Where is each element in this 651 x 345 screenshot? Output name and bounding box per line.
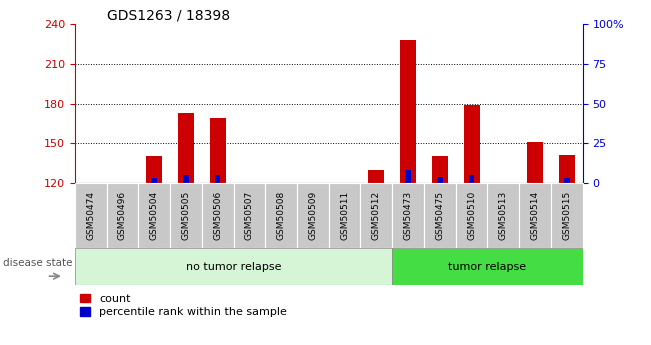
Text: GSM50509: GSM50509 [309, 191, 318, 240]
Bar [519, 183, 551, 248]
Bar [464, 105, 480, 183]
Text: GSM50507: GSM50507 [245, 191, 254, 240]
Text: GSM50512: GSM50512 [372, 191, 381, 240]
Bar [183, 175, 189, 183]
Bar [329, 183, 361, 248]
Text: GSM50506: GSM50506 [213, 191, 222, 240]
Text: GSM50475: GSM50475 [436, 191, 445, 240]
Bar [266, 183, 297, 248]
Bar [368, 170, 384, 183]
Text: GSM50504: GSM50504 [150, 191, 159, 240]
Bar [297, 183, 329, 248]
Bar [215, 175, 221, 183]
Bar [107, 183, 138, 248]
Bar [139, 183, 170, 248]
Text: GSM50510: GSM50510 [467, 191, 476, 240]
Bar [527, 142, 543, 183]
Bar [178, 113, 194, 183]
Bar [75, 248, 392, 285]
Text: GDS1263 / 18398: GDS1263 / 18398 [107, 8, 230, 22]
Legend: count, percentile rank within the sample: count, percentile rank within the sample [81, 294, 287, 317]
Bar [400, 40, 416, 183]
Bar [392, 183, 424, 248]
Bar [152, 178, 157, 183]
Bar [424, 183, 456, 248]
Text: GSM50511: GSM50511 [340, 191, 349, 240]
Text: GSM50514: GSM50514 [531, 191, 540, 240]
Text: GSM50496: GSM50496 [118, 191, 127, 240]
Text: GSM50513: GSM50513 [499, 191, 508, 240]
Bar [392, 248, 583, 285]
Bar [551, 183, 583, 248]
Bar [202, 183, 234, 248]
Bar [75, 183, 107, 248]
Bar [146, 156, 162, 183]
Text: no tumor relapse: no tumor relapse [186, 262, 281, 272]
Text: tumor relapse: tumor relapse [449, 262, 527, 272]
Text: GSM50505: GSM50505 [182, 191, 191, 240]
Bar [437, 177, 443, 183]
Bar [456, 183, 488, 248]
Text: GSM50508: GSM50508 [277, 191, 286, 240]
Text: GSM50474: GSM50474 [86, 191, 95, 240]
Bar [432, 156, 448, 183]
Bar [564, 178, 570, 183]
Bar [170, 183, 202, 248]
Text: disease state: disease state [3, 258, 73, 268]
Bar [559, 155, 575, 183]
Bar [488, 183, 519, 248]
Bar [406, 170, 411, 183]
Bar [361, 183, 392, 248]
Bar [234, 183, 266, 248]
Bar [469, 175, 475, 183]
Text: GSM50473: GSM50473 [404, 191, 413, 240]
Text: GSM50515: GSM50515 [562, 191, 572, 240]
Bar [210, 118, 226, 183]
